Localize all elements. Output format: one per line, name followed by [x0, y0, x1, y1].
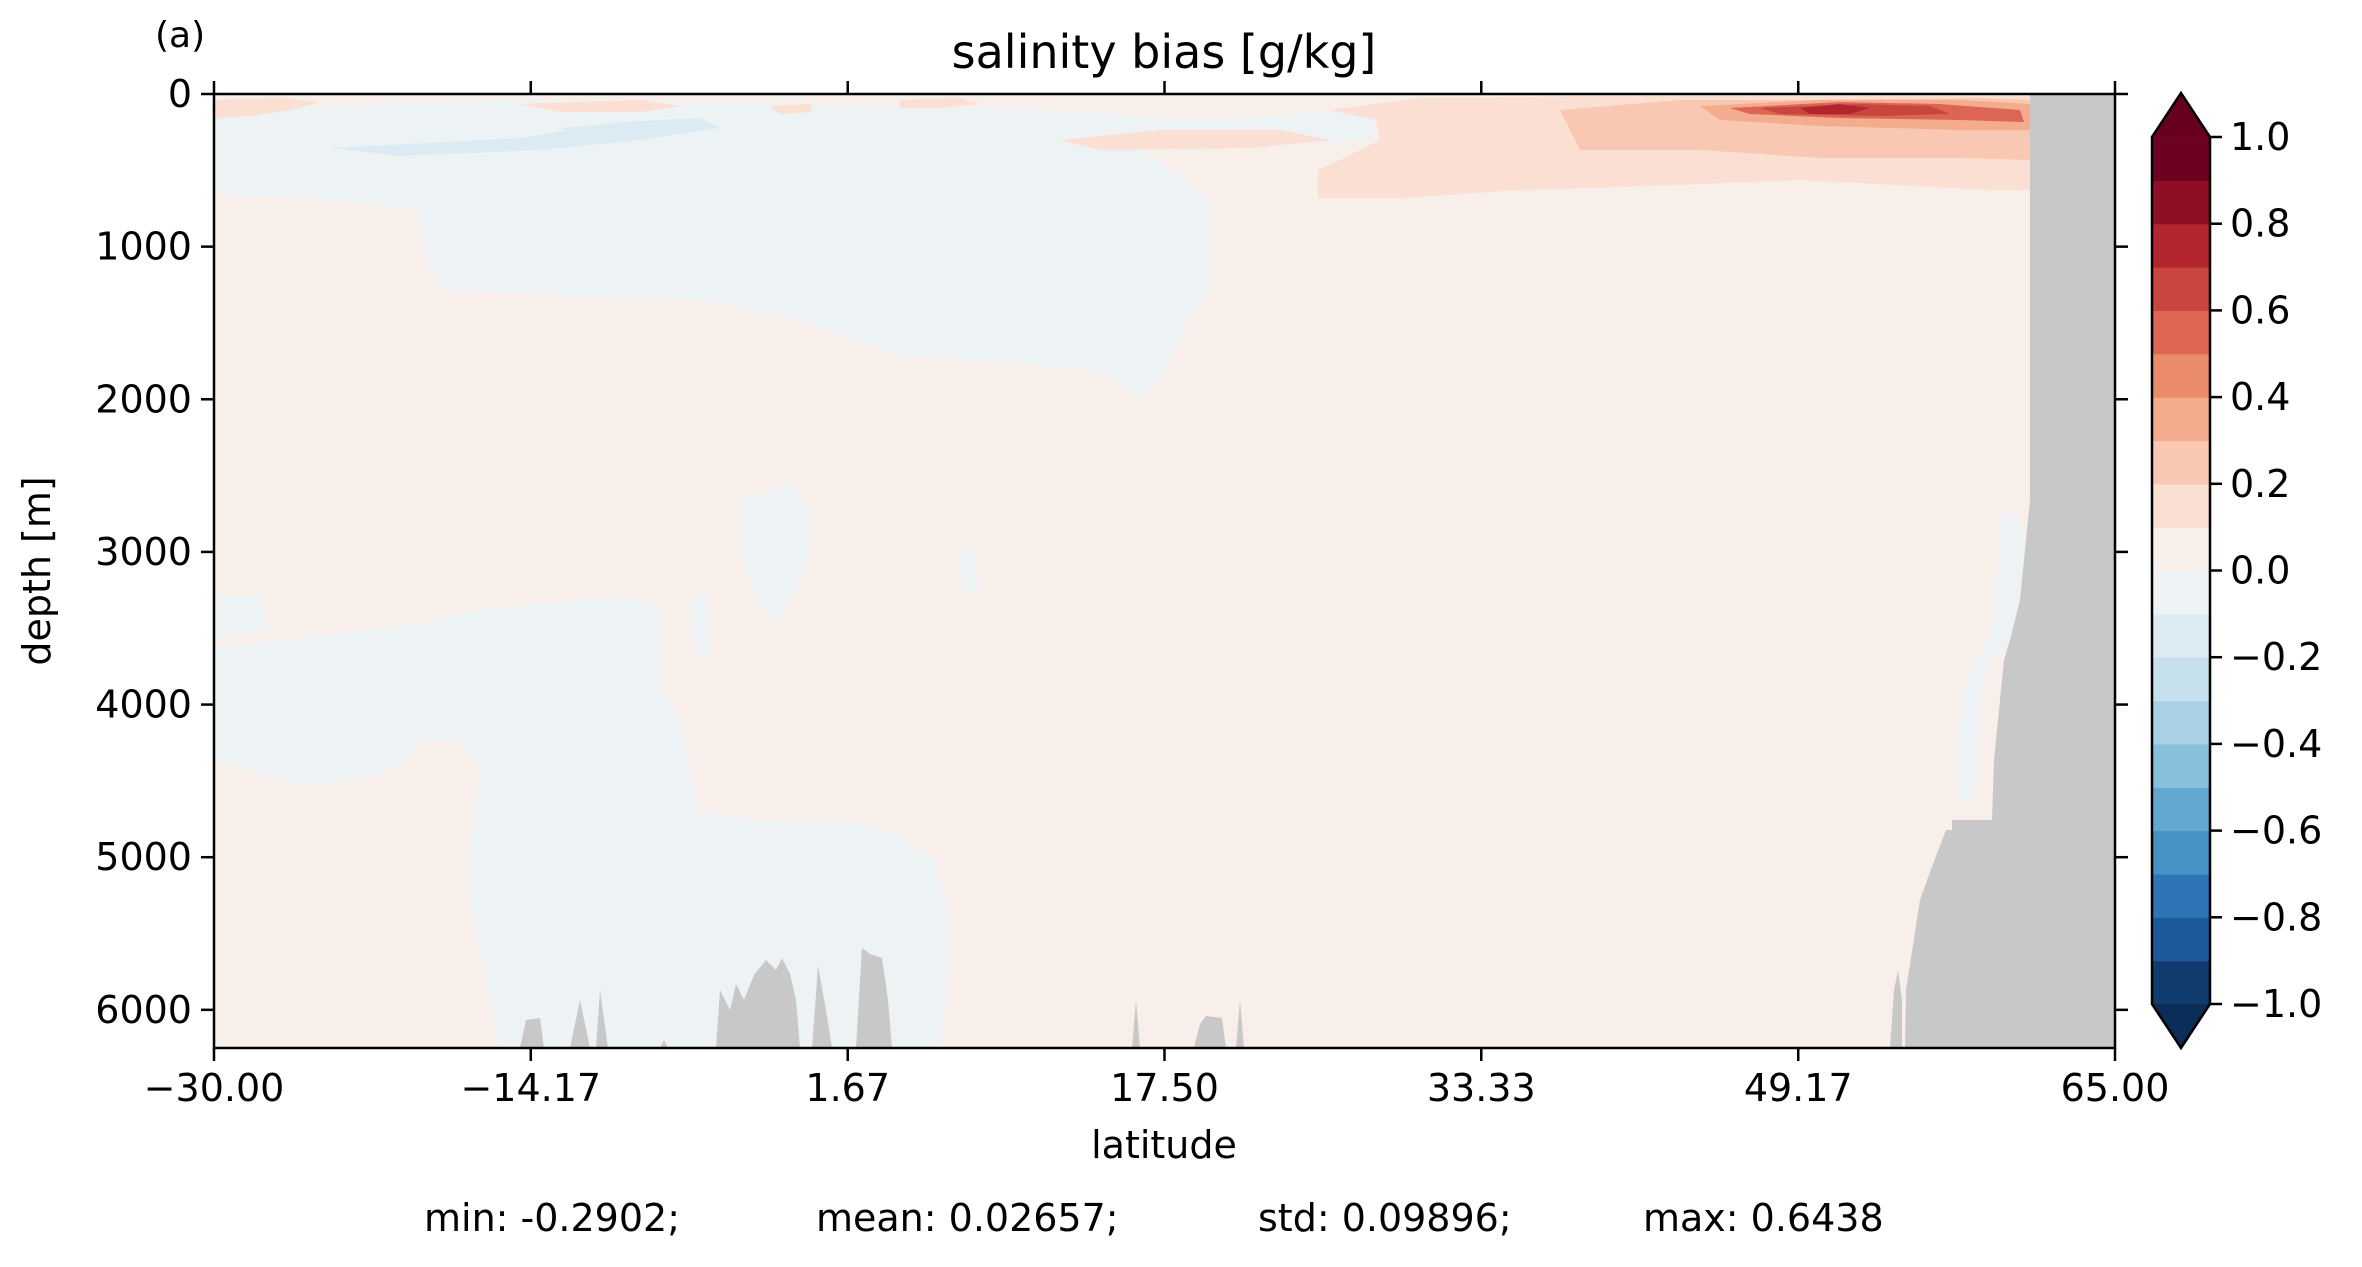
colorbar: 1.0 0.8 0.6 0.4 0.2 0.0 −0.2 −0.4 −0.6 −0.8 −1.0: [2150, 90, 2322, 1051]
contour-neg-patch-4000-c: [960, 548, 978, 596]
contour-pos-surface-mid-b: [770, 104, 812, 114]
contour-neg-right-deep: [1956, 510, 2032, 800]
contour-pos-surface-mid-a: [520, 100, 680, 112]
land-seamount-2: [570, 1000, 590, 1048]
colorbar-segment: [2152, 267, 2210, 311]
y-tick-label: 0: [168, 72, 192, 116]
land-seamount-1: [520, 1018, 544, 1048]
x-tick-label: 1.67: [805, 1066, 890, 1110]
x-tick-label: 33.33: [1427, 1066, 1536, 1110]
colorbar-tick-label: −1.0: [2230, 982, 2322, 1026]
contour-pos-core-4: [1800, 104, 1870, 114]
land-right-wall: [1905, 94, 2115, 1048]
stat-min: min: -0.2902;: [424, 1196, 680, 1240]
land-seamount-5: [1132, 1000, 1140, 1048]
land-seamount-3: [596, 990, 608, 1048]
colorbar-segment: [2152, 873, 2210, 918]
x-tick-label: 17.50: [1110, 1066, 1219, 1110]
contour-neg-patch-3000: [740, 484, 812, 622]
chart-title: salinity bias [g/kg]: [952, 25, 1377, 79]
colorbar-tick-label: 0.0: [2230, 549, 2290, 593]
colorbar-segment: [2152, 700, 2210, 745]
colorbar-segment: [2152, 830, 2210, 875]
land-ridge-1: [716, 958, 800, 1048]
contour-pos-surface-mid-c: [900, 98, 980, 108]
colorbar-segment: [2152, 960, 2210, 1005]
colorbar-segment: [2152, 223, 2210, 268]
stat-max: max: 0.6438: [1643, 1196, 1884, 1240]
x-axis: −30.00 −14.17 1.67 17.50 33.33 49.17 65.00: [144, 81, 2170, 1110]
land-peak-right: [1890, 970, 1902, 1048]
land-ridge-4: [1194, 1016, 1226, 1048]
colorbar-segment: [2152, 743, 2210, 788]
colorbar-segment: [2152, 310, 2210, 355]
land-ridge-2: [812, 966, 832, 1048]
land-ridge-3: [856, 948, 892, 1048]
contour-neg-deep-left: [214, 596, 950, 1048]
colorbar-tick-label: −0.2: [2230, 635, 2322, 679]
y-tick-label: 5000: [95, 835, 192, 879]
colorbar-segment: [2152, 527, 2210, 572]
stat-mean: mean: 0.02657;: [816, 1196, 1119, 1240]
contour-neg-band-upper: [214, 124, 1210, 400]
x-tick-label: −30.00: [144, 1066, 285, 1110]
contour-pos-surface-right-edge: [1060, 130, 1330, 150]
land-mask: [520, 94, 2115, 1048]
plot-area: [214, 94, 2115, 1048]
colorbar-segment: [2152, 137, 2210, 181]
land-seamount-6: [1236, 1000, 1244, 1048]
x-tick-label: 65.00: [2061, 1066, 2170, 1110]
colorbar-tick-label: 0.4: [2230, 375, 2290, 419]
x-tick-label: 49.17: [1744, 1066, 1853, 1110]
y-tick-label: 2000: [95, 377, 192, 421]
x-tick-label: −14.17: [460, 1066, 601, 1110]
colorbar-tick-label: −0.6: [2230, 809, 2322, 853]
colorbar-segment: [2152, 180, 2210, 225]
contour-neg-patch-4000-b: [690, 592, 712, 662]
colorbar-segment: [2152, 397, 2210, 442]
colorbar-segment: [2152, 570, 2210, 615]
x-axis-label: latitude: [1091, 1123, 1237, 1167]
y-tick-label: 3000: [95, 530, 192, 574]
contour-neg-strip-deep: [470, 788, 560, 900]
contour-pos-strip-left: [214, 910, 254, 1048]
colorbar-tick-label: −0.4: [2230, 722, 2322, 766]
contour-regions: [214, 96, 2032, 1048]
stats-line: min: -0.2902; mean: 0.02657; std: 0.0989…: [424, 1196, 1884, 1240]
colorbar-segment: [2152, 917, 2210, 962]
colorbar-segment: [2152, 657, 2210, 702]
y-axis: 0 1000 2000 3000 4000 5000 6000: [95, 72, 2128, 1032]
colorbar-tick-label: 0.2: [2230, 462, 2290, 506]
y-tick-label: 1000: [95, 225, 192, 269]
colorbar-segment: [2152, 613, 2210, 658]
colorbar-segment: [2152, 483, 2210, 528]
contour-neg-sliver-mid: [560, 122, 680, 138]
y-tick-label: 6000: [95, 988, 192, 1032]
y-axis-label: depth [m]: [15, 476, 59, 665]
colorbar-extend-over: [2152, 93, 2210, 137]
panel-label: (a): [155, 15, 205, 56]
land-seamount-4: [660, 1040, 668, 1048]
stat-std: std: 0.09896;: [1258, 1196, 1512, 1240]
contour-pos-surface-left: [214, 98, 320, 118]
colorbar-segment: [2152, 440, 2210, 485]
colorbar-extend-under: [2152, 1004, 2210, 1048]
y-tick-label: 4000: [95, 683, 192, 727]
colorbar-tick-label: 0.8: [2230, 202, 2290, 246]
colorbar-tick-label: 0.6: [2230, 288, 2290, 332]
contour-neg-patch-left: [214, 595, 268, 640]
colorbar-tick-label: −0.8: [2230, 895, 2322, 939]
colorbar-segment: [2152, 353, 2210, 398]
colorbar-segment: [2152, 787, 2210, 832]
colorbar-tick-label: 1.0: [2230, 115, 2290, 159]
contour-neg-patch-4000-a: [540, 686, 590, 720]
